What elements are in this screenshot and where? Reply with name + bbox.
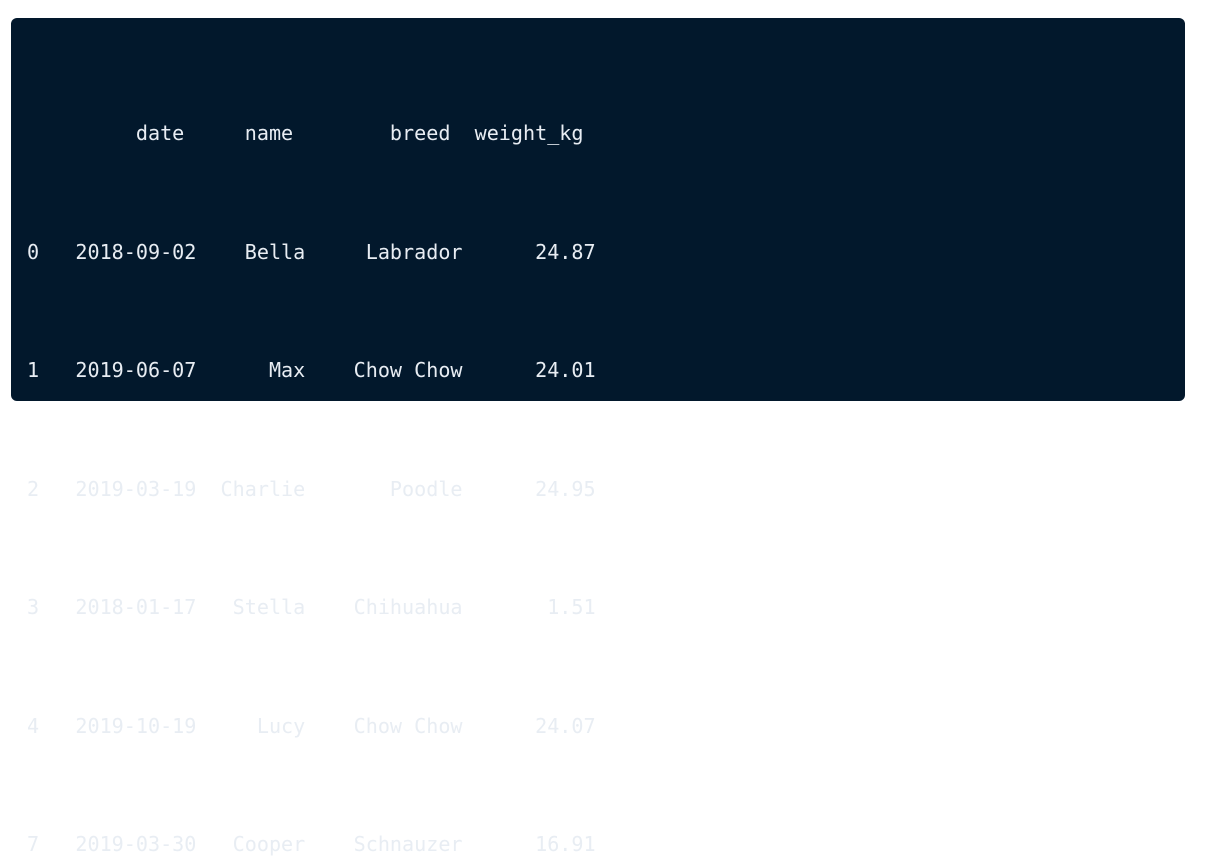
table-row: 7 2019-03-30 Cooper Schnauzer 16.91 <box>27 832 596 856</box>
table-row: 2 2019-03-19 Charlie Poodle 24.95 <box>27 476 596 501</box>
code-output-block: date name breed weight_kg 0 2018-09-02 B… <box>11 18 1185 856</box>
table-row: 0 2018-09-02 Bella Labrador 24.87 <box>27 239 596 264</box>
table-row: 1 2019-06-07 Max Chow Chow 24.01 <box>27 358 596 382</box>
table-row: 4 2019-10-19 Lucy Chow Chow 24.07 <box>27 713 596 738</box>
dataframe-output: date name breed weight_kg 0 2018-09-02 B… <box>27 35 608 858</box>
table-header-line: date name breed weight_kg <box>27 121 584 145</box>
table-row: 3 2018-01-17 Stella Chihuahua 1.51 <box>27 595 596 619</box>
